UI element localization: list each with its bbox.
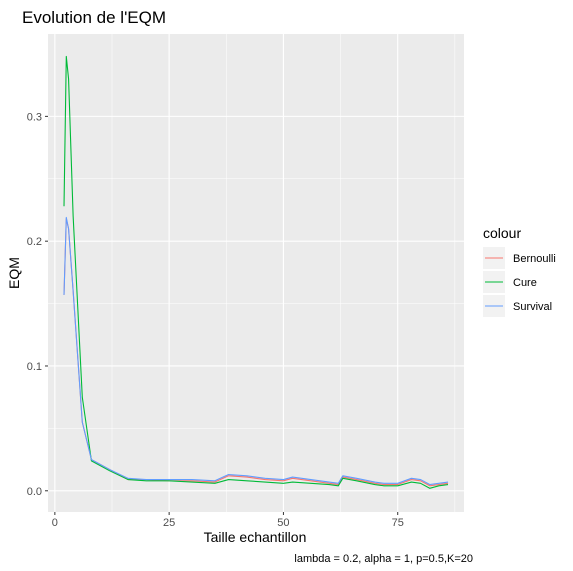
major-gridlines: [48, 34, 464, 512]
x-tick-label: 0: [52, 517, 58, 529]
series-line-cure: [63, 55, 449, 489]
y-axis-ticks: 0.0 0.1 0.2 0.3: [27, 111, 48, 498]
legend-label-bernoulli: Bernoulli: [513, 253, 556, 265]
y-tick-label: 0.1: [27, 361, 42, 373]
chart-caption: lambda = 0.2, alpha = 1, p=0.5,K=20: [294, 553, 473, 565]
legend-label-cure: Cure: [513, 277, 537, 289]
legend: colour Bernoulli Cure Survival: [483, 225, 556, 317]
chart-title: Evolution de l'EQM: [22, 8, 166, 27]
series-line-survival: [63, 216, 449, 486]
series-lines: [63, 55, 449, 489]
x-tick-label: 75: [392, 517, 404, 529]
x-axis-title: Taille echantillon: [204, 529, 307, 545]
minor-gridlines: [48, 34, 464, 512]
y-tick-label: 0.2: [27, 236, 42, 248]
legend-label-survival: Survival: [513, 301, 552, 313]
plot-panel: [48, 34, 464, 512]
x-tick-label: 50: [277, 517, 289, 529]
x-tick-label: 25: [163, 517, 175, 529]
legend-title: colour: [483, 225, 521, 241]
y-tick-label: 0.3: [27, 111, 42, 123]
y-tick-label: 0.0: [27, 486, 42, 498]
y-axis-title: EQM: [6, 257, 22, 289]
x-axis-ticks: 0 25 50 75: [52, 512, 404, 529]
